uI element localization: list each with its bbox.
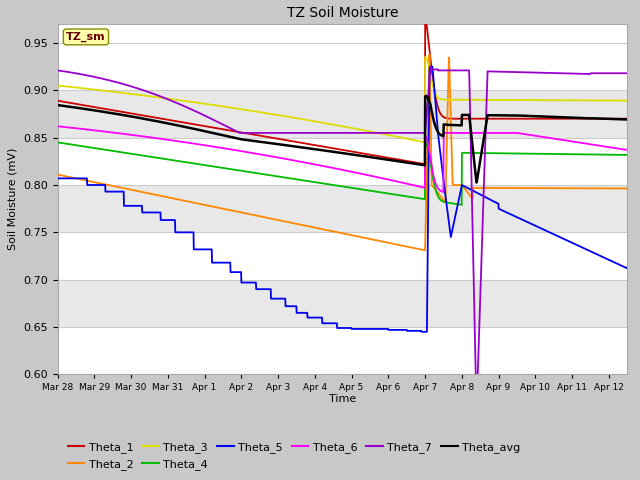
Legend: Theta_1, Theta_2, Theta_3, Theta_4, Theta_5, Theta_6, Theta_7, Theta_avg: Theta_1, Theta_2, Theta_3, Theta_4, Thet…: [63, 438, 525, 474]
Text: TZ_sm: TZ_sm: [66, 32, 106, 42]
X-axis label: Time: Time: [329, 394, 356, 404]
Title: TZ Soil Moisture: TZ Soil Moisture: [287, 6, 398, 20]
Bar: [58, 280, 627, 327]
Y-axis label: Soil Moisture (mV): Soil Moisture (mV): [8, 148, 17, 251]
Bar: [58, 185, 627, 232]
Bar: [58, 90, 627, 138]
